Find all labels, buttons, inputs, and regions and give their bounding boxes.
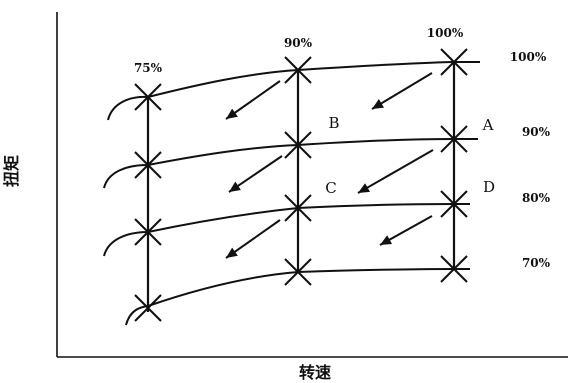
arrow-100-to-90-mid-head: [358, 183, 371, 193]
speed-label-100: 100%: [427, 26, 464, 40]
arrow-100-to-90-upper: [371, 72, 433, 110]
node-100-70-stroke-b: [440, 255, 468, 283]
x-axis-title: 转速: [299, 363, 331, 382]
node-75-80-stroke-b: [134, 218, 162, 246]
arrow-100-to-90-mid: [357, 149, 434, 194]
arrow-90-to-75-lower-shaft: [225, 219, 281, 259]
curves: [103, 61, 480, 326]
node-90-100-stroke-b: [284, 56, 312, 84]
axes: [56, 12, 568, 358]
node-100-80-stroke-b: [440, 190, 468, 218]
node-75-90-stroke-b: [134, 151, 162, 179]
node-100-100-marker: [440, 48, 468, 76]
node-90-70-stroke-b: [284, 258, 312, 286]
load-curve-70: [125, 268, 470, 326]
load-curve-100: [107, 61, 480, 121]
arrow-90-to-75-lower: [225, 219, 281, 259]
point-label-c: C: [325, 179, 336, 197]
arrow-90-to-75-lower-head: [226, 247, 238, 258]
node-75-100-stroke-b: [134, 83, 162, 111]
load-label-80: 80%: [522, 191, 551, 205]
node-90-90-marker: [284, 131, 312, 159]
node-75-70-stroke-b: [134, 294, 162, 322]
node-100-80-marker: [440, 190, 468, 218]
arrow-90-to-75-upper: [225, 80, 281, 120]
node-75-90-marker: [134, 151, 162, 179]
markers: [134, 48, 468, 322]
speed-label-90: 90%: [284, 36, 313, 50]
node-90-100-marker: [284, 56, 312, 84]
load-label-90: 90%: [522, 125, 551, 139]
load-curve-90: [103, 138, 478, 189]
arrow-90-to-75-mid: [228, 155, 283, 193]
load-label-70: 70%: [522, 256, 551, 270]
arrow-90-to-75-upper-head: [226, 108, 238, 119]
node-90-80-marker: [284, 194, 312, 222]
node-90-90-stroke-b: [284, 131, 312, 159]
load-label-100: 100%: [510, 50, 547, 64]
point-label-a: A: [482, 116, 494, 134]
y-axis-title: 扭矩: [2, 155, 21, 187]
node-100-70-marker: [440, 255, 468, 283]
node-75-80-marker: [134, 218, 162, 246]
node-75-70-marker: [134, 294, 162, 322]
arrow-100-to-90-upper-shaft: [371, 72, 433, 110]
point-label-d: D: [483, 178, 495, 196]
arrows: [225, 72, 434, 259]
arrow-100-to-90-upper-head: [372, 99, 385, 109]
node-90-70-marker: [284, 258, 312, 286]
node-100-90-marker: [440, 125, 468, 153]
arrow-90-to-75-upper-shaft: [225, 80, 281, 120]
node-100-90-stroke-b: [440, 125, 468, 153]
load-curve-80: [103, 203, 470, 257]
arrow-100-to-90-lower: [379, 215, 433, 246]
node-90-80-stroke-b: [284, 194, 312, 222]
point-label-b: B: [328, 114, 339, 132]
arrow-90-to-75-mid-head: [229, 181, 241, 192]
node-75-100-marker: [134, 83, 162, 111]
arrow-100-to-90-mid-shaft: [357, 149, 434, 194]
node-100-100-stroke-b: [440, 48, 468, 76]
speed-label-75: 75%: [134, 61, 163, 75]
arrow-100-to-90-lower-head: [380, 235, 393, 245]
